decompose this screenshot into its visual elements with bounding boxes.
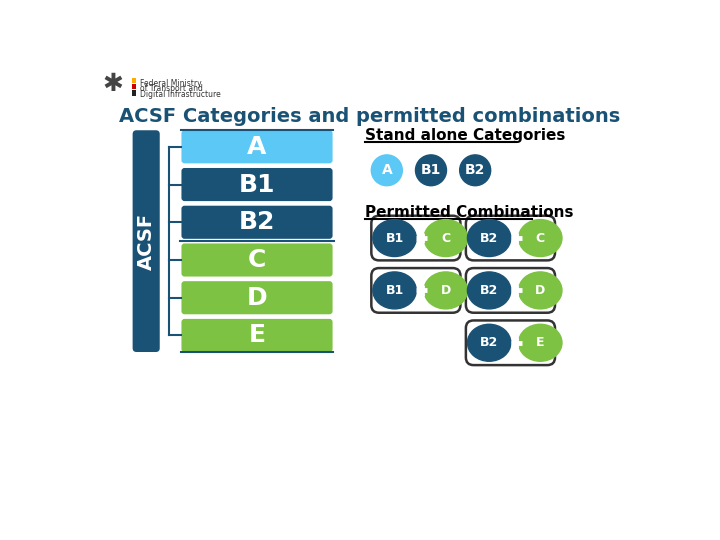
Text: ACSF Categories and permitted combinations: ACSF Categories and permitted combinatio… (120, 107, 621, 126)
Circle shape (459, 155, 490, 186)
Text: B2: B2 (239, 210, 275, 234)
Text: ACSF: ACSF (137, 213, 156, 269)
Ellipse shape (467, 220, 510, 256)
Text: B1: B1 (239, 173, 275, 197)
Text: C: C (536, 232, 545, 245)
Text: B1: B1 (385, 284, 404, 297)
Text: Permitted Combinations: Permitted Combinations (365, 205, 574, 220)
FancyBboxPatch shape (466, 320, 555, 365)
Text: D: D (247, 286, 267, 310)
Ellipse shape (467, 272, 510, 309)
FancyBboxPatch shape (466, 215, 555, 260)
FancyBboxPatch shape (132, 130, 160, 352)
FancyBboxPatch shape (181, 244, 333, 276)
Ellipse shape (424, 220, 467, 256)
FancyBboxPatch shape (181, 206, 333, 239)
Text: ✱: ✱ (103, 72, 124, 96)
Ellipse shape (518, 325, 562, 361)
FancyBboxPatch shape (372, 268, 461, 313)
Text: B2: B2 (480, 336, 498, 349)
Bar (132, 84, 136, 90)
Text: D: D (441, 284, 451, 297)
Text: B1: B1 (420, 163, 441, 177)
Ellipse shape (373, 272, 416, 309)
FancyBboxPatch shape (181, 281, 333, 314)
Ellipse shape (518, 272, 562, 309)
Circle shape (415, 155, 446, 186)
Bar (132, 78, 136, 83)
FancyBboxPatch shape (372, 215, 461, 260)
Text: C: C (441, 232, 450, 245)
Ellipse shape (424, 272, 467, 309)
Ellipse shape (373, 220, 416, 256)
Text: B2: B2 (480, 232, 498, 245)
Text: B2: B2 (480, 284, 498, 297)
Text: B1: B1 (385, 232, 404, 245)
Text: D: D (535, 284, 546, 297)
Text: E: E (536, 336, 544, 349)
Text: A: A (248, 135, 266, 159)
Text: of Transport and: of Transport and (140, 84, 203, 93)
Text: B2: B2 (465, 163, 485, 177)
Ellipse shape (518, 220, 562, 256)
FancyBboxPatch shape (181, 130, 333, 164)
FancyBboxPatch shape (181, 319, 333, 352)
Bar (132, 90, 136, 96)
Text: Stand alone Categories: Stand alone Categories (365, 128, 565, 143)
FancyBboxPatch shape (181, 168, 333, 201)
FancyBboxPatch shape (466, 268, 555, 313)
Text: E: E (248, 323, 266, 347)
Text: C: C (248, 248, 266, 272)
Text: Federal Ministry: Federal Ministry (140, 79, 202, 88)
Ellipse shape (467, 325, 510, 361)
Text: A: A (382, 163, 392, 177)
Circle shape (372, 155, 402, 186)
Text: Digital Infrastructure: Digital Infrastructure (140, 90, 221, 99)
